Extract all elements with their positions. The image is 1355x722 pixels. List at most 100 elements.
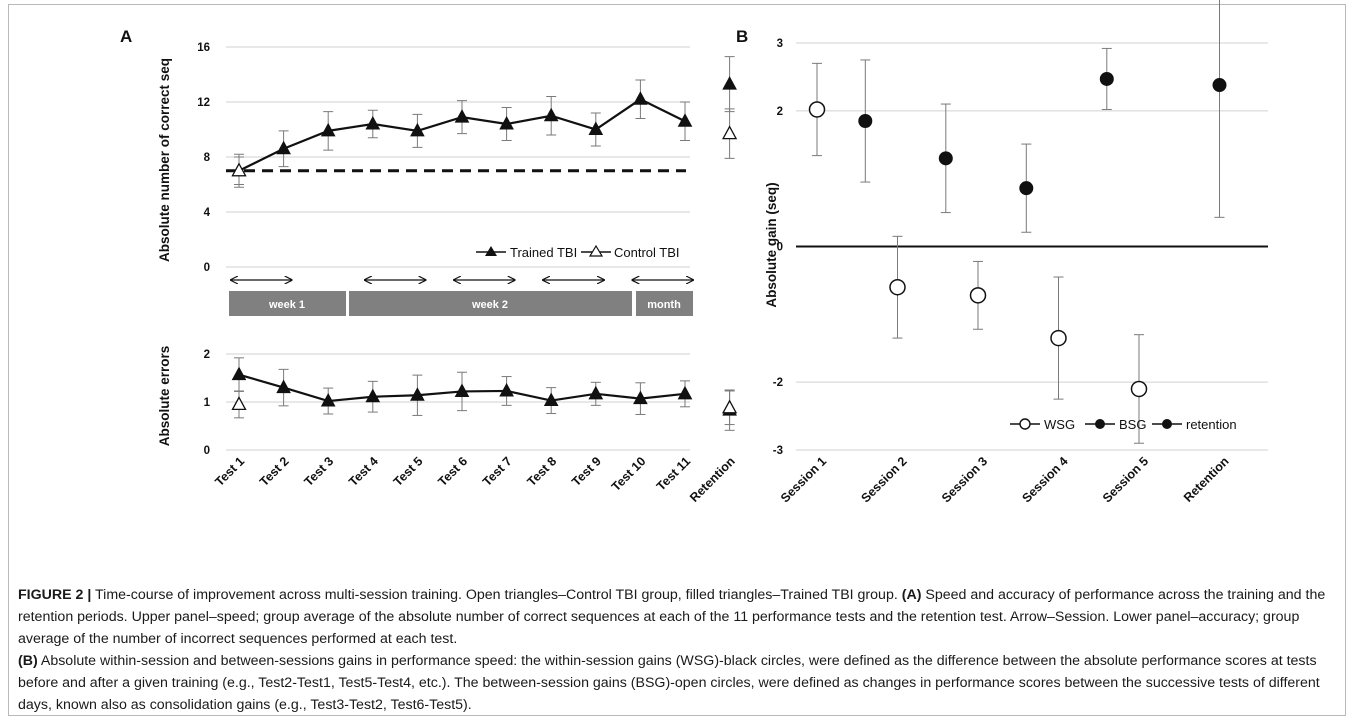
legend-bsg-marker [1095, 419, 1105, 429]
period-bar-week1 [229, 291, 346, 316]
y-tick-label: 4 [204, 207, 211, 219]
x-tick-label: Test 8 [525, 454, 560, 489]
trained-point [543, 107, 559, 122]
panel-b-ylabel: Absolute gain (seq) [764, 182, 779, 307]
y-tick-label: -2 [773, 377, 783, 389]
x-tick-label: Test 11 [654, 454, 693, 493]
b-x-tick-labels: Session 1 Session 2 Session 3 Session 4 Sess… [778, 454, 1232, 505]
control-point [722, 399, 738, 414]
y-tick-label: 0 [204, 262, 210, 274]
x-tick-label: Session 1 [778, 454, 829, 505]
wsg-point [969, 287, 987, 304]
y-tick-label: 1 [204, 397, 211, 409]
panel-b-label: B [736, 27, 748, 46]
x-tick-label: Test 7 [480, 454, 515, 489]
trained-point [231, 366, 247, 381]
figure-canvas: A Absolute number of correct seq Absolut… [120, 0, 1268, 505]
x-tick-label: Session 3 [939, 454, 990, 505]
bsg-point [858, 114, 873, 129]
lower-gridlines [226, 353, 690, 451]
legend-wsg-marker [1019, 418, 1031, 430]
x-tick-label: Retention [687, 454, 738, 505]
period-bar-week1-label: week 1 [268, 299, 305, 311]
y-tick-label: 16 [197, 42, 210, 54]
x-tick-labels: Test 1 Test 2 Test 3 Test 4 Test 5 Test 6 Test… [212, 454, 737, 505]
x-tick-label: Test 10 [609, 454, 649, 494]
x-tick-label: Test 4 [346, 454, 381, 489]
caption-b-text: Absolute within-session and between-sess… [18, 653, 1320, 713]
trained-point [320, 392, 336, 407]
trained-point [677, 113, 693, 127]
period-bar-month [636, 291, 693, 316]
b-markers [808, 71, 1227, 398]
control-point [231, 396, 247, 411]
trained-point [410, 387, 425, 401]
legend-trained-marker [485, 246, 497, 256]
upper-markers [231, 76, 738, 177]
trained-point [499, 115, 514, 130]
trained-point [454, 109, 470, 123]
trained-point [499, 382, 514, 397]
x-tick-label: Session 5 [1100, 454, 1151, 505]
control-point [231, 162, 247, 177]
lower-y-tick-labels: 0 1 2 [204, 349, 211, 457]
y-tick-label: 3 [777, 38, 783, 50]
figure-caption: FIGURE 2 | Time-course of improvement ac… [18, 584, 1338, 716]
trained-point [633, 390, 648, 405]
x-tick-label: Test 5 [391, 454, 426, 489]
period-bars: week 1 week 2 month [229, 291, 693, 316]
legend-bsg-label: BSG [1119, 417, 1146, 432]
caption-a-label: (A) [901, 587, 922, 603]
trained-point [320, 122, 336, 137]
legend-retention-label: retention [1186, 417, 1237, 432]
trained-point [543, 392, 559, 407]
retention-point [1212, 78, 1227, 93]
b-y-tick-labels: -3 -2 0 2 3 [773, 38, 783, 457]
period-bar-week2 [349, 291, 632, 316]
wsg-point [808, 101, 826, 118]
x-tick-label: Test 1 [212, 454, 247, 489]
y-tick-label: 0 [777, 242, 783, 254]
panel-a: A Absolute number of correct seq Absolut… [120, 27, 738, 505]
b-gridlines [796, 42, 1268, 451]
trained-point [633, 91, 648, 105]
x-tick-label: Session 2 [858, 454, 909, 505]
upper-gridlines [226, 46, 690, 268]
legend-control-label: Control TBI [614, 245, 680, 260]
panel-a-upper-ylabel: Absolute number of correct seq [157, 58, 172, 262]
b-legend: WSG BSG retention [1010, 417, 1237, 432]
x-tick-label: Session 4 [1019, 454, 1070, 505]
period-bar-month-label: month [647, 299, 681, 311]
trained-point [722, 76, 737, 90]
caption-a-text: Speed and accuracy of performance across… [18, 587, 1326, 647]
x-tick-label: Test 3 [302, 454, 337, 489]
x-tick-label: Test 6 [435, 454, 470, 489]
bsg-point [938, 151, 953, 166]
y-tick-label: 12 [197, 97, 210, 109]
x-tick-label: Test 2 [257, 454, 292, 489]
caption-figure-label: FIGURE 2 | [18, 587, 92, 603]
caption-b-label: (B) [18, 653, 38, 669]
y-tick-label: 2 [204, 349, 210, 361]
bsg-point [1099, 71, 1114, 86]
trained-point [588, 121, 604, 135]
bsg-point [1019, 181, 1034, 196]
legend-retention-marker [1162, 419, 1172, 429]
b-error-bars [812, 0, 1225, 444]
wsg-point [1050, 329, 1067, 347]
trained-point [677, 385, 693, 400]
upper-error-bars [234, 56, 735, 188]
upper-y-tick-labels: 0 4 8 12 16 [197, 42, 210, 274]
lower-error-bars [234, 357, 735, 431]
caption-intro: Time-course of improvement across multi-… [91, 587, 902, 603]
wsg-point [889, 278, 906, 296]
trained-point [454, 383, 470, 397]
legend-control-marker [588, 244, 604, 257]
trained-point [365, 115, 381, 130]
y-tick-label: 2 [777, 106, 783, 118]
y-tick-label: 8 [204, 152, 211, 164]
period-bar-week2-label: week 2 [471, 299, 508, 311]
trained-point [365, 388, 381, 403]
error-bar [1214, 0, 1225, 218]
